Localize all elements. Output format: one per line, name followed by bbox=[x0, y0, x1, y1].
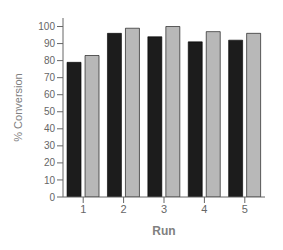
svg-text:1: 1 bbox=[80, 203, 86, 215]
svg-text:90: 90 bbox=[44, 38, 56, 49]
svg-text:50: 50 bbox=[44, 106, 56, 117]
svg-text:2: 2 bbox=[121, 203, 127, 215]
svg-text:70: 70 bbox=[44, 72, 56, 83]
svg-text:30: 30 bbox=[44, 140, 56, 151]
svg-text:10: 10 bbox=[44, 175, 56, 186]
svg-text:40: 40 bbox=[44, 123, 56, 134]
svg-text:20: 20 bbox=[44, 157, 56, 168]
svg-text:3: 3 bbox=[161, 203, 167, 215]
svg-text:60: 60 bbox=[44, 89, 56, 100]
svg-text:4: 4 bbox=[201, 203, 207, 215]
svg-text:80: 80 bbox=[44, 55, 56, 66]
svg-text:% Conversion: % Conversion bbox=[12, 73, 24, 141]
svg-text:0: 0 bbox=[49, 192, 55, 203]
svg-text:Run: Run bbox=[152, 224, 175, 238]
svg-text:5: 5 bbox=[242, 203, 248, 215]
svg-text:100: 100 bbox=[38, 21, 55, 32]
